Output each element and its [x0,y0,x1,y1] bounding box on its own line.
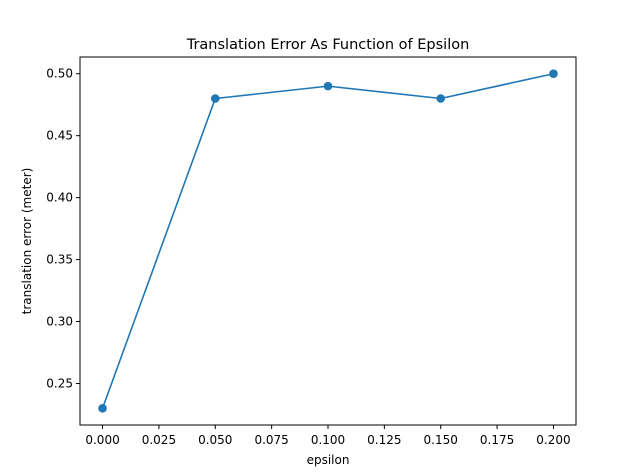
x-axis-label: epsilon [307,453,350,467]
y-tick-label: 0.35 [46,253,73,267]
data-point [549,69,558,79]
x-tick-label: 0.175 [480,433,514,447]
x-tick-label: 0.000 [85,433,119,447]
data-point [323,81,333,91]
data-point [210,94,220,103]
x-tick-label: 0.125 [367,433,401,447]
y-axis-ticks: 0.25 0.30 0.35 0.40 0.45 0.50 [46,67,80,390]
chart-title: Translation Error As Function of Epsilon [186,37,470,53]
y-tick-label: 0.45 [46,129,73,143]
y-axis-label: translation error (meter) [20,168,34,315]
x-tick-label: 0.100 [311,433,345,447]
y-tick-label: 0.25 [46,376,73,390]
x-tick-label: 0.200 [536,433,570,447]
y-tick-label: 0.50 [46,67,73,81]
x-tick-label: 0.050 [198,433,232,447]
x-axis-ticks: 0.000 0.025 0.050 0.075 0.100 0.125 0.150 0.175… [85,425,571,447]
plot-frame [79,56,577,426]
x-tick-label: 0.150 [424,433,458,447]
plot-area [80,57,576,425]
y-tick-label: 0.30 [46,315,73,329]
x-tick-label: 0.075 [254,433,288,447]
series-layer [98,69,558,413]
x-tick-label: 0.025 [142,433,176,447]
data-point [436,94,446,103]
y-tick-label: 0.40 [46,191,73,205]
data-point [98,403,107,413]
